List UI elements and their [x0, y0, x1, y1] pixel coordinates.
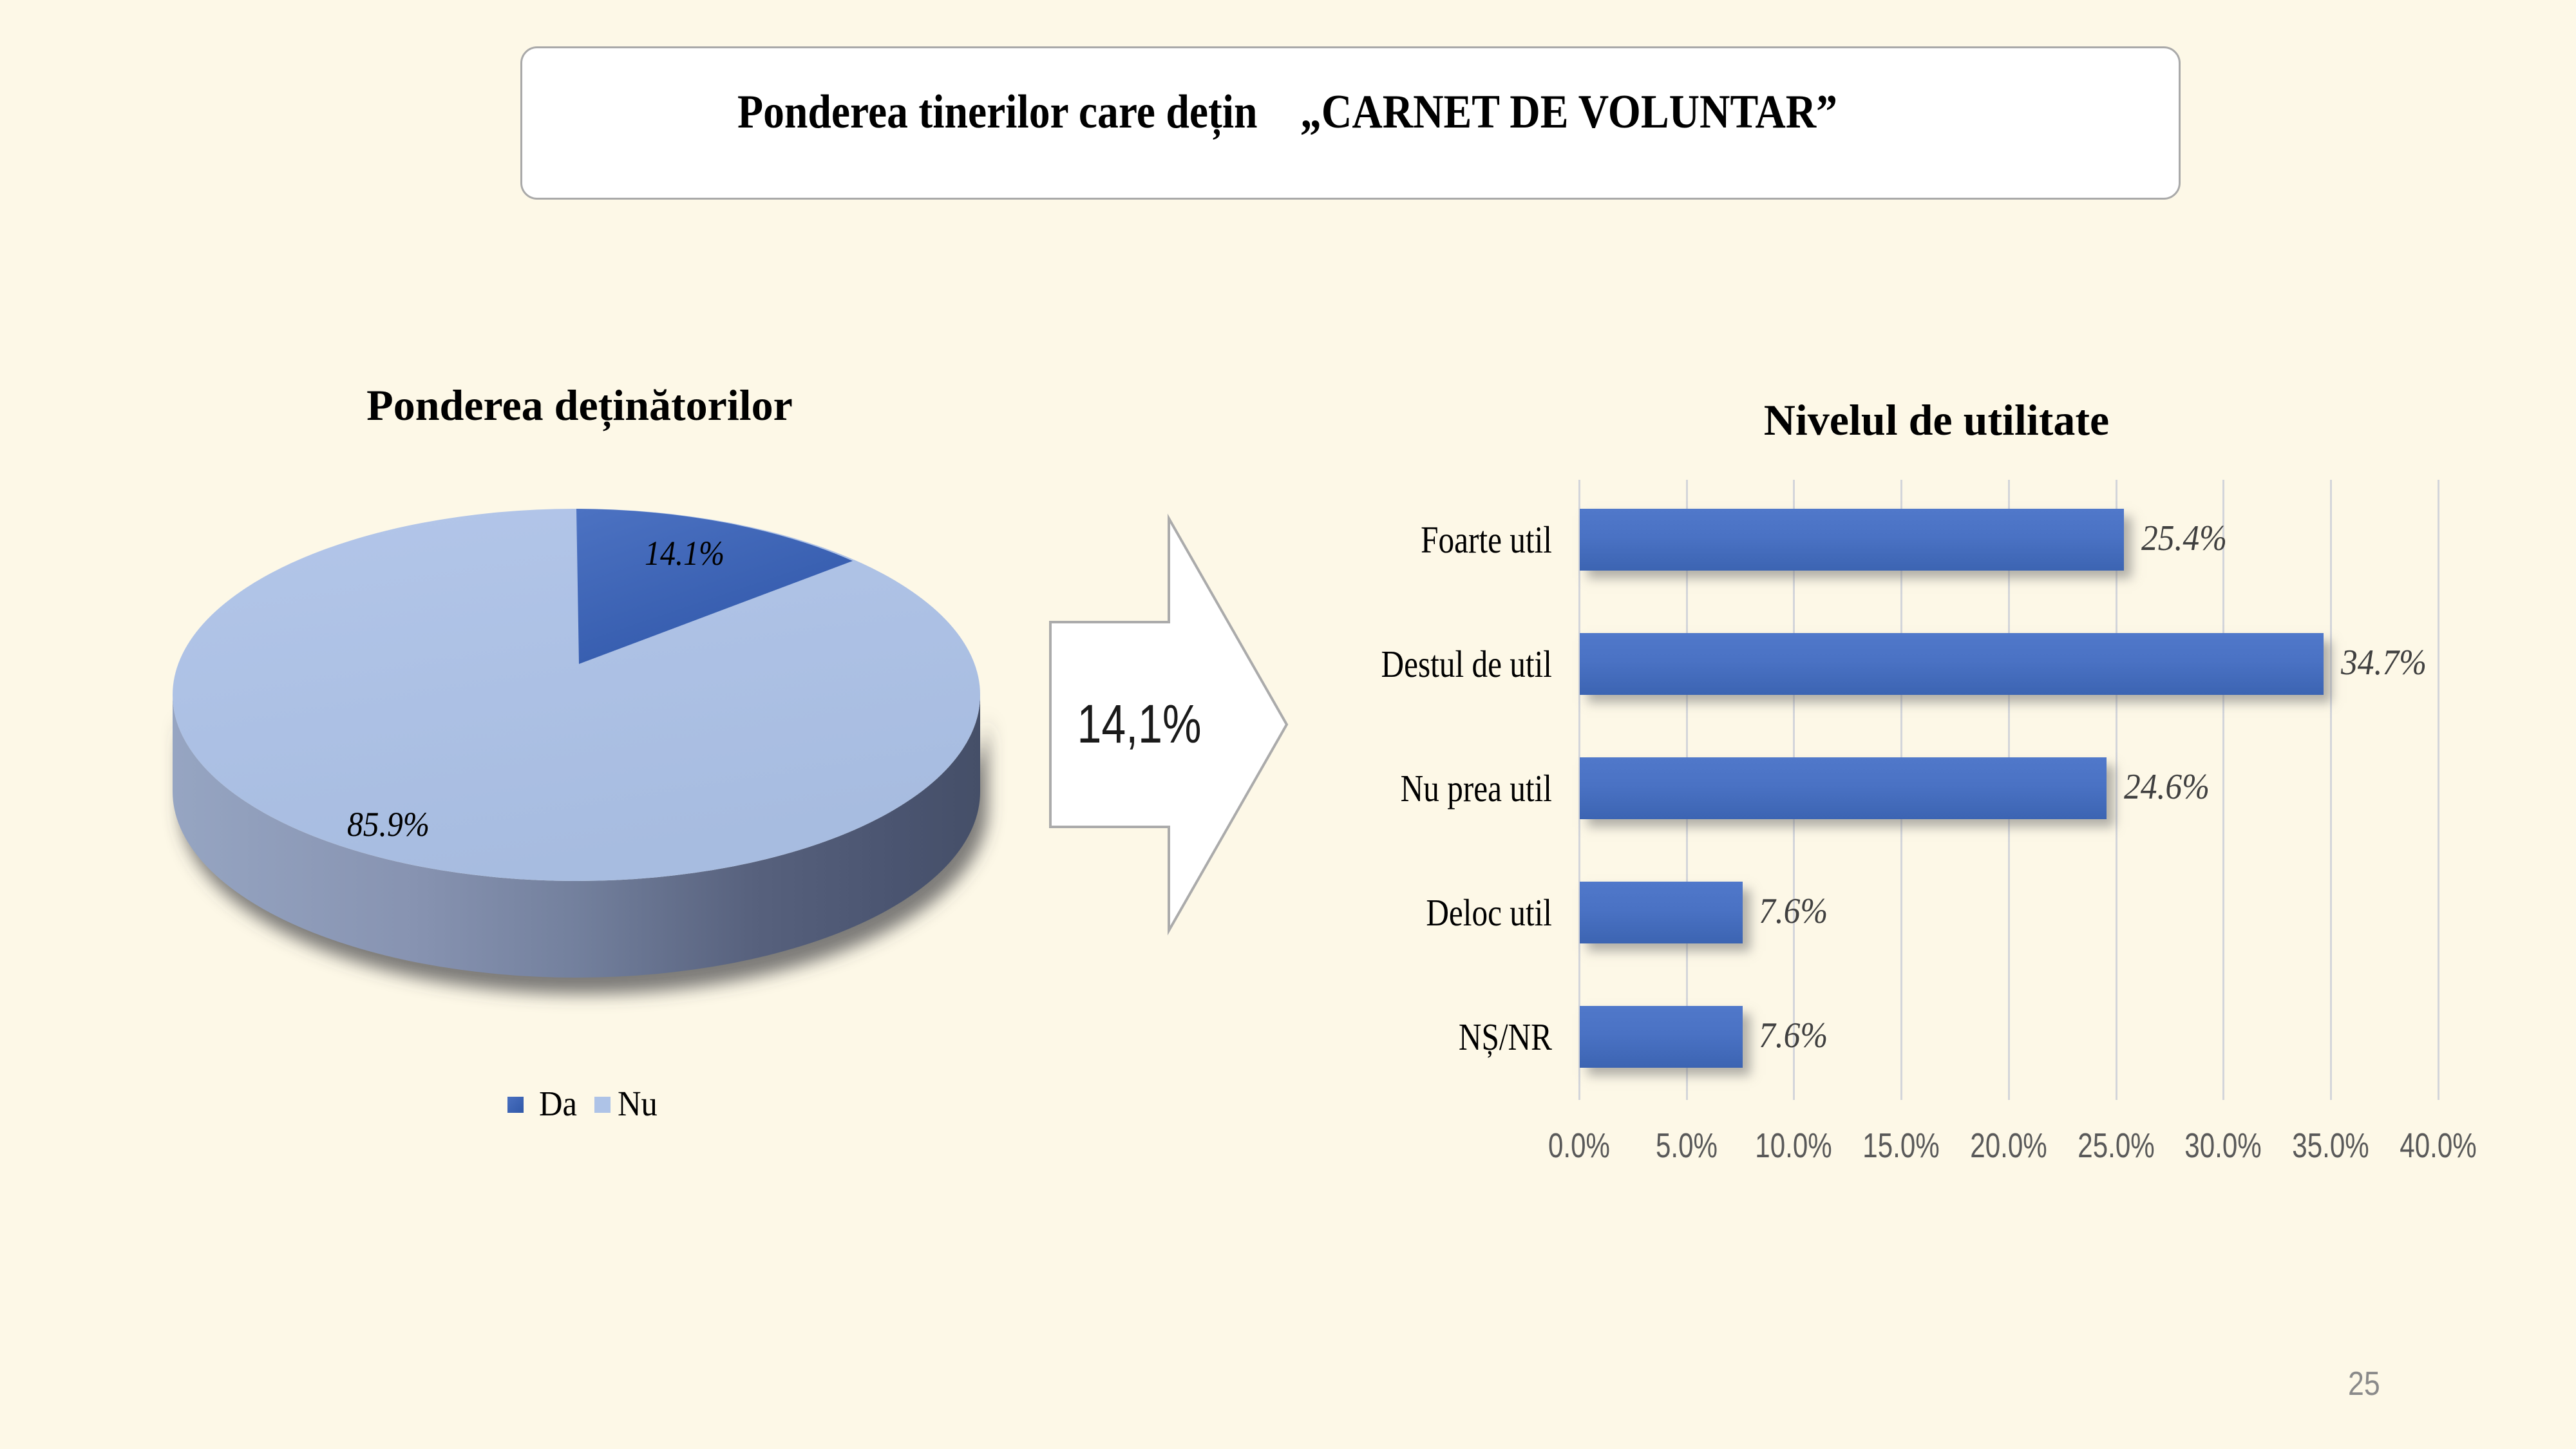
svg-text:14.1%: 14.1%	[645, 534, 724, 573]
svg-text:85.9%: 85.9%	[347, 805, 430, 844]
